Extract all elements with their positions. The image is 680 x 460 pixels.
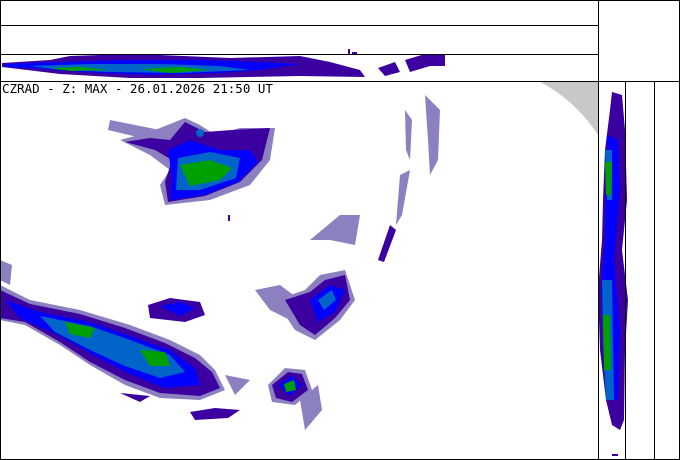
- radar-title: CZRAD - Z: MAX - 26.01.2026 21:50 UT: [2, 81, 273, 96]
- right-projection-echoes: [598, 92, 628, 456]
- out-of-range-area: [540, 82, 598, 135]
- top-projection-echoes: [2, 49, 445, 78]
- main-echoes: [0, 95, 440, 430]
